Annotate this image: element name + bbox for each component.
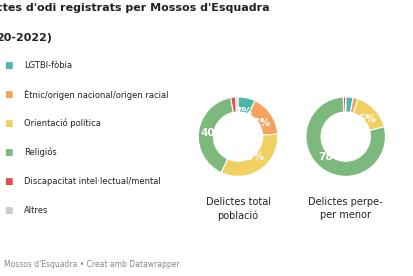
Text: 78%: 78% bbox=[318, 152, 343, 162]
Text: Religiós: Religiós bbox=[24, 148, 57, 157]
Text: ■: ■ bbox=[4, 119, 13, 128]
Wedge shape bbox=[349, 98, 357, 113]
Text: LGTBl-fòbia: LGTBl-fòbia bbox=[24, 61, 72, 70]
Text: 20-2022): 20-2022) bbox=[0, 33, 52, 43]
Text: 16%: 16% bbox=[351, 115, 375, 124]
Text: 33%: 33% bbox=[239, 152, 264, 162]
Text: Discapacitat intel·lectual/mental: Discapacitat intel·lectual/mental bbox=[24, 177, 160, 186]
Wedge shape bbox=[342, 97, 345, 112]
Text: Delictes perpe-
per menor: Delictes perpe- per menor bbox=[308, 197, 382, 220]
Wedge shape bbox=[221, 134, 277, 176]
Text: ■: ■ bbox=[4, 61, 13, 70]
Wedge shape bbox=[230, 97, 236, 112]
Text: 7%: 7% bbox=[234, 107, 252, 117]
Text: ■: ■ bbox=[4, 177, 13, 186]
Wedge shape bbox=[237, 97, 254, 114]
Text: 17%: 17% bbox=[246, 118, 271, 128]
Wedge shape bbox=[198, 98, 233, 172]
Wedge shape bbox=[305, 97, 385, 176]
Text: Orientació política: Orientació política bbox=[24, 119, 101, 128]
Text: ctes d'odi registrats per Mossos d'Esquadra: ctes d'odi registrats per Mossos d'Esqua… bbox=[0, 3, 269, 13]
Text: Delictes total
població: Delictes total població bbox=[205, 197, 270, 221]
Text: ■: ■ bbox=[4, 90, 13, 99]
Text: Mossos d'Esquadra • Creat amb Datawrapper: Mossos d'Esquadra • Creat amb Datawrappe… bbox=[4, 260, 179, 269]
Text: ■: ■ bbox=[4, 148, 13, 157]
Wedge shape bbox=[248, 101, 277, 135]
Text: ■: ■ bbox=[4, 206, 13, 215]
Text: 40%: 40% bbox=[200, 129, 225, 139]
Text: Ètnic/origen nacional/origen racial: Ètnic/origen nacional/origen racial bbox=[24, 90, 168, 100]
Wedge shape bbox=[345, 97, 352, 112]
Text: Altres: Altres bbox=[24, 206, 48, 215]
Wedge shape bbox=[352, 99, 383, 131]
Wedge shape bbox=[235, 97, 237, 112]
